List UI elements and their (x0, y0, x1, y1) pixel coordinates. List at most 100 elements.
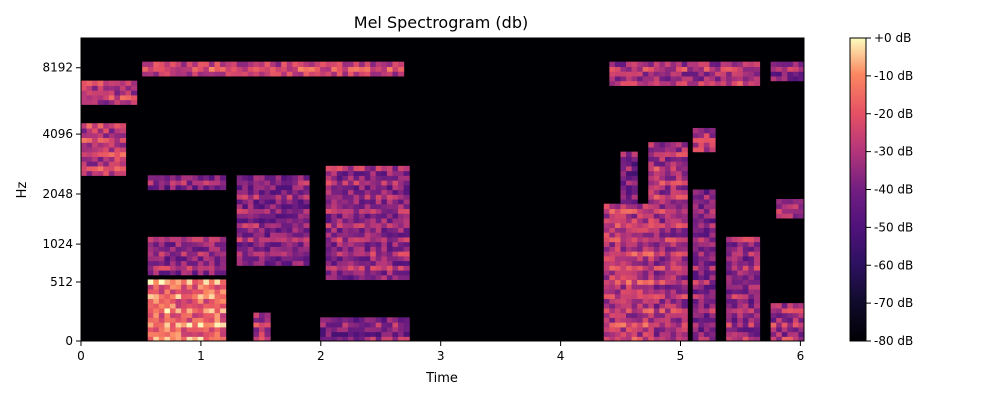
heatmap-cell (292, 236, 299, 243)
heatmap-cell (359, 246, 366, 252)
y-tick-label: 4096 (42, 127, 73, 141)
heatmap-cell (103, 156, 110, 162)
heatmap-cell (664, 165, 672, 172)
heatmap-cell (158, 293, 166, 299)
heatmap-cell (292, 251, 299, 257)
heatmap-cell (653, 236, 660, 243)
heatmap-cell (359, 269, 366, 276)
heatmap-cell (726, 265, 733, 271)
heatmap-cell (648, 217, 655, 224)
heatmap-cell (297, 194, 305, 200)
heatmap-cell (676, 217, 683, 224)
heatmap-cell (709, 241, 716, 247)
heatmap-cell (631, 279, 638, 285)
heatmap-cell (175, 260, 182, 266)
heatmap-cell (242, 61, 249, 67)
heatmap-cell (103, 94, 110, 101)
heatmap-cell (175, 255, 182, 262)
heatmap-cell (626, 265, 633, 271)
heatmap-cell (703, 194, 711, 200)
heatmap-cell (603, 260, 610, 266)
heatmap-cell (698, 80, 705, 86)
heatmap-cell (659, 279, 666, 285)
heatmap-cell (347, 317, 355, 323)
heatmap-cell (214, 66, 221, 72)
heatmap-cell (197, 284, 204, 290)
heatmap-cell (214, 331, 221, 337)
heatmap-cell (175, 175, 182, 181)
heatmap-cell (253, 222, 260, 228)
heatmap-cell (726, 61, 733, 67)
heatmap-cell (303, 175, 310, 181)
heatmap-cell (781, 203, 788, 210)
heatmap-cell (386, 217, 394, 224)
heatmap-cell (398, 213, 405, 219)
heatmap-cell (631, 217, 638, 224)
heatmap-cell (364, 251, 371, 257)
heatmap-cell (603, 269, 610, 276)
heatmap-cell (642, 336, 649, 341)
heatmap-cell (258, 331, 266, 337)
heatmap-cell (236, 260, 243, 266)
heatmap-cell (175, 317, 182, 323)
heatmap-cell (614, 71, 622, 77)
heatmap-cell (336, 227, 343, 233)
heatmap-cell (286, 180, 293, 186)
heatmap-cell (692, 217, 699, 224)
heatmap-cell (258, 260, 266, 266)
heatmap-cell (214, 260, 221, 266)
heatmap-cell (698, 331, 705, 337)
heatmap-cell (664, 260, 672, 266)
heatmap-cell (726, 288, 733, 295)
heatmap-cell (292, 203, 299, 210)
heatmap-cell (631, 165, 638, 172)
heatmap-cell (359, 184, 366, 191)
heatmap-cell (214, 241, 221, 247)
heatmap-cell (659, 232, 666, 238)
heatmap-cell (386, 165, 394, 172)
heatmap-cell (403, 198, 410, 205)
heatmap-cell (698, 298, 705, 304)
heatmap-cell (637, 322, 644, 328)
heatmap-cell (659, 227, 666, 233)
heatmap-cell (748, 241, 755, 247)
heatmap-cell (792, 317, 800, 323)
heatmap-cell (726, 274, 733, 281)
heatmap-cell (164, 288, 171, 295)
heatmap-cell (342, 265, 349, 271)
heatmap-cell (347, 203, 355, 210)
heatmap-cell (220, 312, 227, 318)
heatmap-cell (398, 232, 405, 238)
heatmap-cell (247, 255, 255, 262)
heatmap-cell (175, 307, 182, 314)
heatmap-cell (364, 203, 371, 210)
heatmap-cell (781, 61, 788, 67)
heatmap-cell (353, 61, 360, 67)
heatmap-cell (242, 71, 249, 77)
heatmap-cell (626, 326, 633, 333)
heatmap-cell (97, 99, 104, 105)
heatmap-cell (108, 99, 115, 105)
heatmap-cell (670, 293, 677, 299)
heatmap-cell (347, 61, 355, 67)
heatmap-cell (336, 198, 343, 205)
heatmap-cell (370, 246, 377, 252)
heatmap-cell (698, 293, 705, 299)
heatmap-cell (108, 123, 115, 129)
heatmap-cell (131, 90, 138, 96)
heatmap-cell (147, 303, 154, 309)
heatmap-cell (253, 317, 260, 323)
heatmap-cell (292, 241, 299, 247)
heatmap-cell (620, 80, 627, 86)
heatmap-cell (236, 194, 243, 200)
heatmap-cell (603, 312, 610, 318)
heatmap-cell (158, 255, 166, 262)
heatmap-cell (270, 198, 277, 205)
heatmap-cell (297, 227, 305, 233)
heatmap-cell (715, 61, 722, 67)
heatmap-cell (631, 71, 638, 77)
heatmap-cell (353, 227, 360, 233)
heatmap-cell (86, 156, 93, 162)
heatmap-cell (637, 71, 644, 77)
heatmap-cell (142, 61, 149, 67)
